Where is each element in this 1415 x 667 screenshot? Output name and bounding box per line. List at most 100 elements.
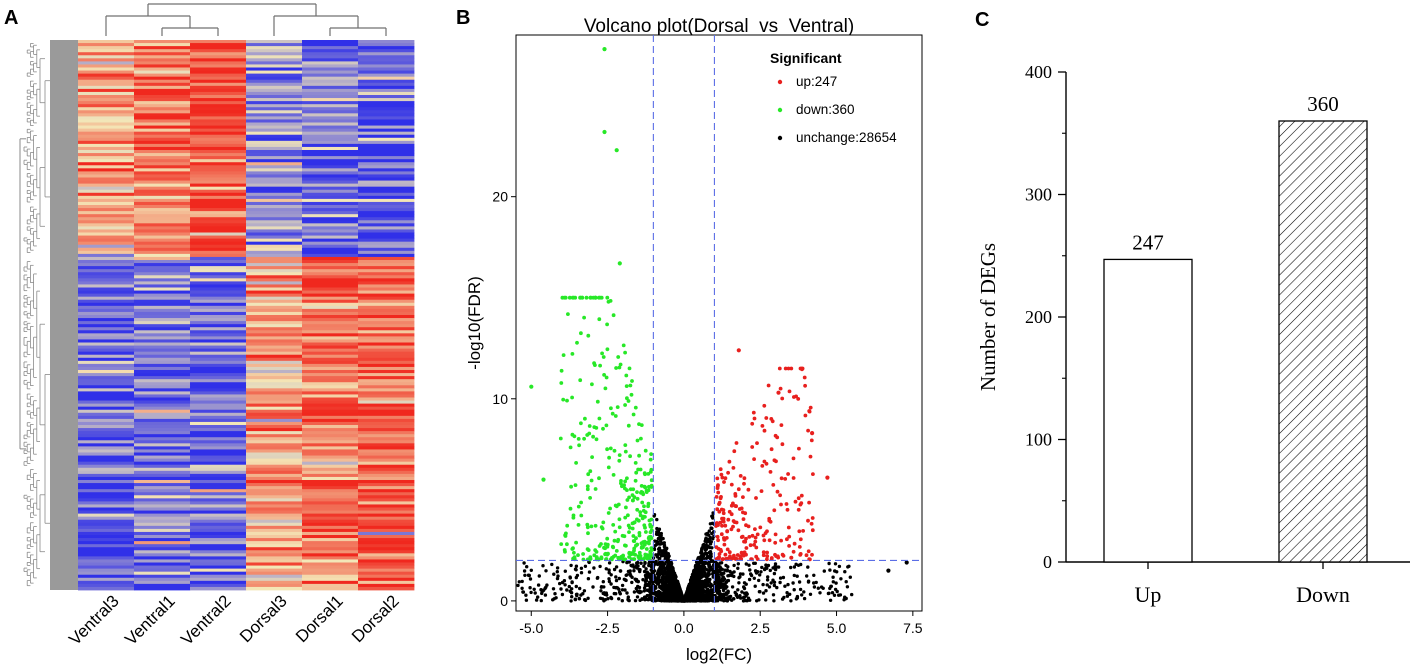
heatmap-cell	[302, 400, 359, 405]
heatmap-cell	[246, 58, 303, 62]
heatmap-cell	[134, 476, 191, 481]
heatmap-cell	[358, 345, 415, 350]
heatmap-cell	[302, 348, 359, 353]
volcano-point-unchange	[705, 554, 710, 559]
heatmap-cell	[78, 363, 135, 368]
volcano-point-unchange	[728, 573, 733, 577]
volcano-point-down	[567, 295, 572, 300]
heatmap-cell	[190, 296, 247, 301]
heatmap-cell	[134, 385, 191, 389]
heatmap-cell	[302, 195, 359, 200]
heatmap-cell	[78, 324, 135, 328]
heatmap-cell	[358, 324, 415, 328]
heatmap-cell	[358, 278, 415, 282]
heatmap-cell	[134, 528, 191, 533]
volcano-point-unchange	[550, 562, 554, 567]
heatmap-cell	[358, 318, 415, 322]
heatmap-cell	[134, 76, 191, 81]
volcano-point-down	[577, 443, 581, 448]
volcano-point-unchange	[700, 547, 704, 551]
heatmap-cell	[358, 107, 415, 111]
heatmap-cell	[134, 55, 191, 59]
heatmap-cell	[134, 299, 191, 304]
volcano-point-down	[627, 495, 631, 500]
volcano-point-unchange	[603, 598, 607, 602]
heatmap-cell	[78, 443, 135, 447]
volcano-point-unchange	[630, 575, 634, 579]
heatmap-cell	[358, 263, 415, 267]
volcano-point-unchange	[785, 591, 789, 595]
heatmap-cell	[134, 498, 191, 502]
heatmap-cell	[78, 223, 135, 227]
heatmap-cell	[246, 49, 303, 53]
volcano-point-unchange	[830, 591, 835, 595]
heatmap-cell	[246, 525, 303, 530]
heatmap-cell	[302, 281, 359, 285]
heatmap-cell	[134, 263, 191, 267]
heatmap-cell	[302, 205, 359, 209]
volcano-point-up	[810, 516, 815, 520]
heatmap-cell	[134, 348, 191, 353]
volcano-point-unchange	[625, 573, 629, 577]
heatmap-cell	[358, 266, 415, 270]
heatmap-cell	[190, 299, 247, 304]
volcano-point-down	[628, 454, 632, 459]
volcano-point-unchange	[764, 598, 768, 602]
heatmap-cell	[78, 553, 135, 557]
volcano-point-unchange	[654, 598, 658, 603]
heatmap-cell	[358, 211, 415, 215]
heatmap-cell	[190, 351, 247, 356]
volcano-point-down	[608, 299, 613, 303]
volcano-point-unchange	[606, 597, 610, 601]
heatmap-cell	[134, 79, 191, 84]
heatmap-cell	[190, 480, 247, 484]
volcano-point-unchange	[649, 596, 653, 600]
volcano-point-unchange	[614, 578, 619, 583]
heatmap-cell	[358, 544, 415, 548]
heatmap-cell	[246, 232, 303, 236]
heatmap-cell	[78, 134, 135, 139]
heatmap-cell	[134, 565, 191, 570]
volcano-point-unchange	[659, 563, 663, 567]
volcano-point-down	[623, 443, 628, 447]
volcano-point-up	[725, 557, 730, 561]
heatmap-cell	[134, 556, 191, 560]
heatmap-cell	[246, 504, 303, 508]
heatmap-cell	[246, 183, 303, 188]
heatmap-cell	[302, 525, 359, 530]
volcano-point-unchange	[577, 597, 582, 601]
heatmap-cell	[358, 406, 415, 411]
y-tick-label: 0	[500, 593, 508, 609]
volcano-point-unchange	[541, 564, 545, 568]
heatmap-cell	[302, 232, 359, 236]
volcano-point-unchange	[766, 563, 771, 568]
heatmap-cell	[302, 308, 359, 313]
volcano-point-up	[733, 504, 738, 508]
heatmap-cell	[134, 241, 191, 246]
heatmap-cell	[246, 64, 303, 68]
heatmap-cell	[358, 339, 415, 343]
heatmap-cell	[358, 489, 415, 493]
volcano-point-up	[800, 367, 804, 372]
volcano-point-down	[610, 411, 615, 416]
heatmap-cell	[190, 550, 247, 554]
heatmap-cell	[302, 73, 359, 78]
volcano-point-down	[618, 362, 623, 367]
volcano-point-unchange	[634, 586, 638, 591]
volcano-point-unchange	[721, 578, 726, 582]
heatmap-cell	[134, 104, 191, 108]
volcano-point-up	[798, 552, 803, 556]
volcano-point-unchange	[675, 599, 680, 603]
heatmap-cell	[246, 299, 303, 304]
volcano-point-up	[767, 518, 772, 523]
volcano-point-up	[789, 555, 794, 560]
heatmap-cell	[358, 85, 415, 90]
heatmap-cell	[358, 461, 415, 466]
volcano-point-up	[796, 496, 801, 501]
volcano-point-unchange	[740, 590, 744, 594]
heatmap-cell	[358, 336, 415, 340]
heatmap-cell	[358, 452, 415, 456]
heatmap-cell	[302, 327, 359, 331]
heatmap-cell	[358, 538, 415, 542]
heatmap-cell	[190, 333, 247, 337]
